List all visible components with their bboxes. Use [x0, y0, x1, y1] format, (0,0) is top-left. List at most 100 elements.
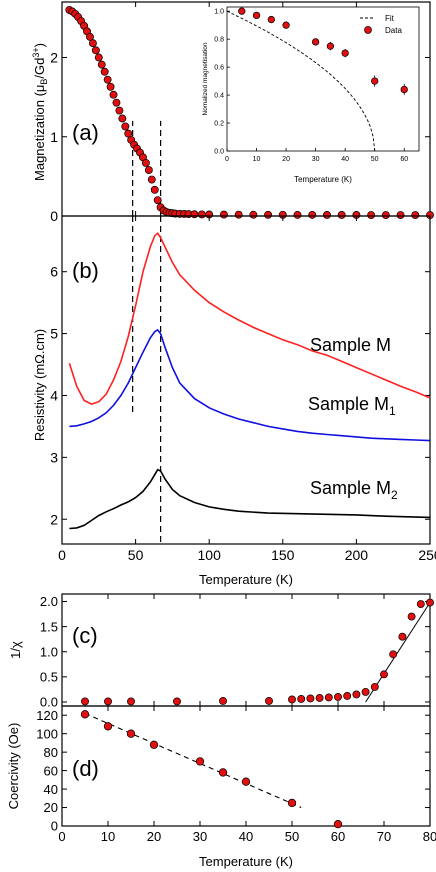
y-tick-label: 100	[36, 726, 58, 741]
y-tick-label: 2	[50, 511, 58, 527]
panel-d-data-points	[80, 710, 343, 829]
panel-c-data-points	[81, 598, 434, 706]
x-tick-label: 60	[331, 829, 345, 844]
data-point	[426, 598, 434, 607]
panel-b: 2 3 4 5 6 0 50 100 150 200 250 (b) Resistivity (mΩ…	[32, 215, 436, 587]
data-point	[324, 693, 333, 702]
data-point	[334, 693, 342, 701]
data-point	[265, 697, 273, 705]
data-point	[308, 210, 317, 219]
legend-data-swatch	[364, 26, 372, 34]
inset-data-point	[282, 21, 290, 29]
x-tick-label: 70	[377, 829, 391, 844]
data-point	[306, 694, 315, 703]
sample-m-label: Sample M	[310, 335, 391, 355]
data-point	[147, 175, 156, 184]
sample-m-text: Sample M	[310, 335, 391, 355]
y-tick-label: 6	[50, 264, 58, 280]
y-tick-label: 4	[50, 388, 58, 404]
data-point	[411, 211, 420, 219]
y-tick-label: 2.0	[40, 594, 58, 609]
panel-b-x-axis-label: Temperature (K)	[199, 572, 293, 587]
data-point	[190, 210, 199, 219]
panel-d-label: (d)	[72, 756, 99, 781]
inset-x-tick-label: 60	[400, 156, 408, 163]
inset-y-tick-label: 0.4	[214, 93, 224, 100]
panel-b-ticks: 2 3 4 5 6 0 50 100 150 200 250	[50, 216, 436, 563]
data-point	[197, 210, 206, 219]
data-point	[104, 697, 112, 706]
sample-m1-text: Sample M	[308, 394, 389, 414]
data-point	[352, 690, 361, 699]
curve-label-sample-m: Sample M	[310, 335, 391, 355]
data-point	[118, 114, 127, 123]
inset-data-point	[238, 7, 246, 15]
x-tick-label: 10	[101, 829, 115, 844]
inset-x-tick-label: 40	[341, 156, 349, 163]
x-tick-label: 250	[418, 547, 436, 563]
data-point	[407, 612, 416, 621]
data-point	[297, 695, 306, 703]
y-label-sub: B	[39, 79, 49, 85]
data-point	[106, 82, 115, 91]
data-point	[126, 729, 136, 738]
y-tick-label: 0.0	[40, 695, 58, 710]
x-tick-label: 100	[198, 547, 222, 563]
data-point	[323, 211, 331, 219]
data-point	[144, 166, 153, 174]
panel-d-x-axis-label: Temperature (K)	[199, 854, 293, 869]
panel-c-y-axis-label: 1/χ	[8, 641, 23, 659]
data-point	[103, 75, 112, 84]
panel-c-label: (c)	[72, 623, 98, 648]
series-line-3	[69, 468, 431, 530]
panel-a-y-axis-label: Magnetization (μB/Gd3+)	[31, 43, 49, 181]
data-point	[287, 798, 297, 808]
inset-data-point	[400, 85, 408, 94]
y-tick-label: 120	[36, 708, 58, 723]
x-tick-label: 0	[58, 547, 66, 563]
data-point	[361, 687, 370, 696]
data-point	[288, 695, 296, 704]
inset-fit-curve	[226, 10, 376, 152]
data-point	[124, 129, 133, 138]
data-point	[88, 39, 97, 48]
y-tick-label: 2	[50, 50, 58, 66]
data-point	[109, 90, 118, 99]
data-point	[195, 757, 205, 766]
x-tick-label: 80	[423, 829, 436, 844]
inset-y-tick-label: 0.6	[214, 65, 224, 72]
data-point	[367, 211, 376, 219]
data-point	[80, 710, 90, 719]
inset-x-tick-label: 20	[282, 156, 290, 163]
y-tick-label: 40	[44, 782, 58, 797]
data-point	[97, 60, 106, 69]
data-point	[389, 650, 398, 659]
y-tick-label: 60	[44, 763, 58, 778]
inset-data-points	[238, 7, 408, 96]
data-point	[81, 697, 89, 706]
x-tick-label: 50	[285, 829, 299, 844]
data-point	[218, 768, 228, 777]
data-point	[234, 210, 243, 219]
data-point	[264, 210, 273, 219]
data-point	[337, 211, 346, 219]
x-tick-label: 20	[147, 829, 161, 844]
series-line-1	[68, 232, 431, 405]
panel-b-transition-lines	[132, 216, 162, 544]
data-point	[219, 697, 227, 705]
data-point	[370, 682, 379, 691]
x-tick-label: 0	[58, 829, 65, 844]
inset-legend: Fit Data	[360, 14, 402, 35]
data-point	[150, 185, 159, 194]
data-point	[173, 697, 181, 706]
inset-y-tick-label: 1.0	[214, 9, 224, 16]
inset-data-point	[371, 77, 379, 85]
y-label-part: /Gd	[32, 58, 47, 79]
y-tick-label: 1.5	[40, 619, 58, 634]
data-point	[86, 32, 94, 41]
inset-y-tick-label: 0.8	[214, 37, 224, 44]
inset-data-point	[341, 49, 349, 57]
panel-a-label: (a)	[72, 120, 99, 145]
